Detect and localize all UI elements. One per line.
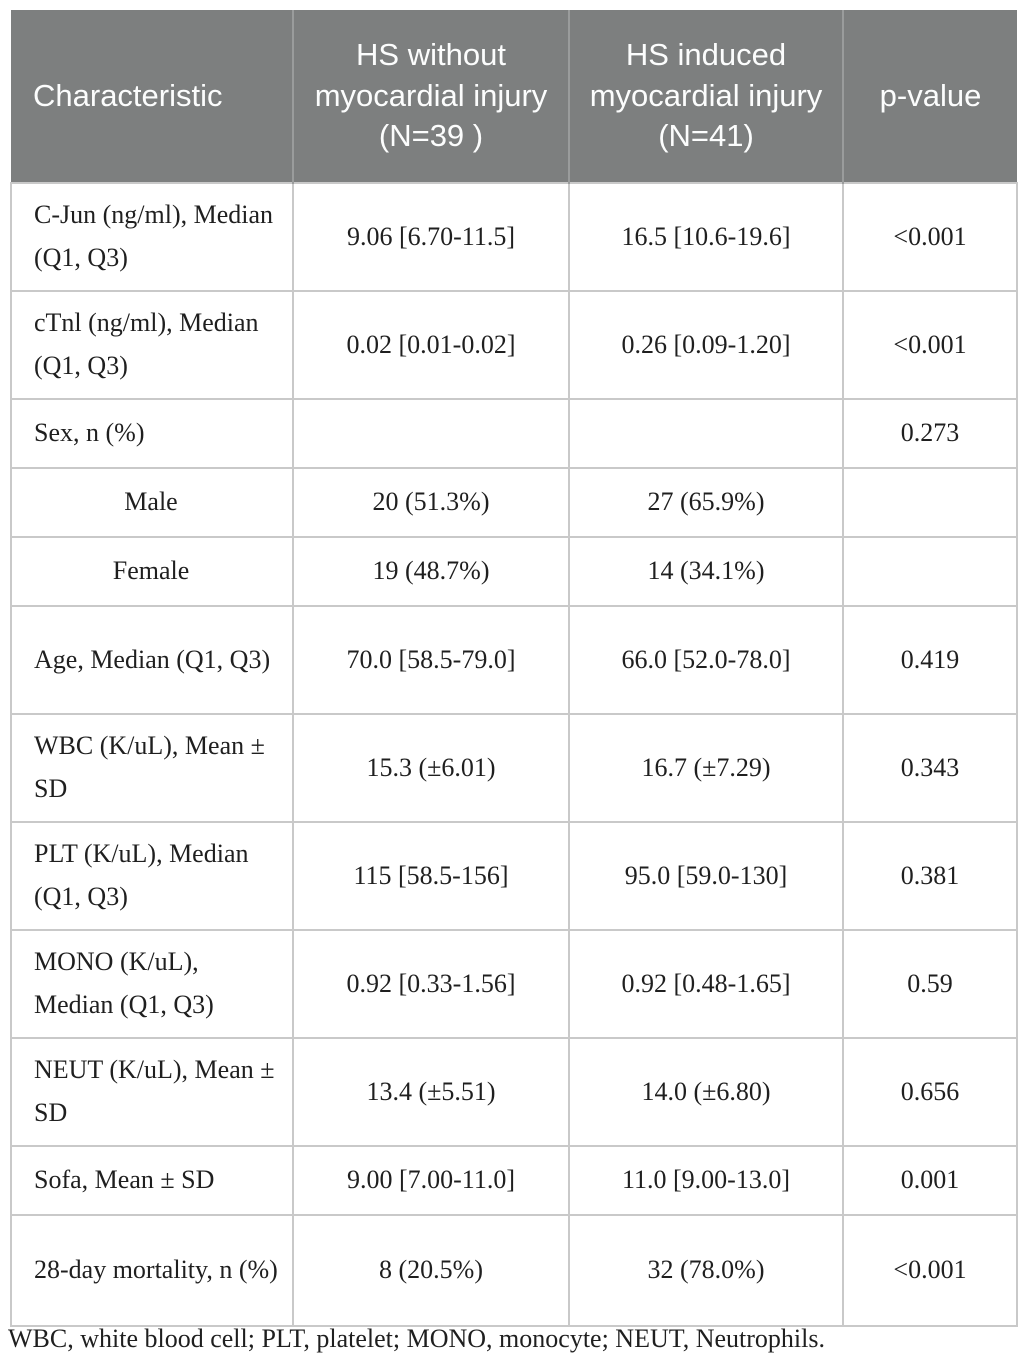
footnote: WBC, white blood cell; PLT, platelet; MO… bbox=[8, 1324, 825, 1353]
value-cell: 16.7 (±7.29) bbox=[568, 713, 844, 823]
row-label: Age, Median (Q1, Q3) bbox=[10, 605, 294, 715]
value-cell: 19 (48.7%) bbox=[292, 536, 570, 607]
value-cell: 9.06 [6.70-11.5] bbox=[292, 182, 570, 292]
pvalue-cell bbox=[842, 536, 1018, 607]
row-label: Sofa, Mean ± SD bbox=[10, 1145, 294, 1216]
header-row: Characteristic HS without myocardial inj… bbox=[11, 10, 1017, 183]
table-row-mortality: 28-day mortality, n (%) 8 (20.5%) 32 (78… bbox=[10, 1214, 1018, 1327]
table-row-wbc: WBC (K/uL), Mean ± SD 15.3 (±6.01) 16.7 … bbox=[10, 713, 1018, 823]
table-header: Characteristic HS without myocardial inj… bbox=[11, 10, 1017, 183]
table-row-sex: Sex, n (%) 0.273 bbox=[10, 398, 1018, 469]
column-header-characteristic: Characteristic bbox=[11, 10, 293, 183]
value-cell: 0.92 [0.33-1.56] bbox=[292, 929, 570, 1039]
row-label: PLT (K/uL), Median (Q1, Q3) bbox=[10, 821, 294, 931]
pvalue-cell: 0.419 bbox=[842, 605, 1018, 715]
value-cell bbox=[568, 398, 844, 469]
table-row-neut: NEUT (K/uL), Mean ± SD 13.4 (±5.51) 14.0… bbox=[10, 1037, 1018, 1147]
value-cell: 66.0 [52.0-78.0] bbox=[568, 605, 844, 715]
pvalue-cell: 0.273 bbox=[842, 398, 1018, 469]
column-header-group1: HS without myocardial injury (N=39 ) bbox=[292, 10, 569, 183]
value-cell: 0.92 [0.48-1.65] bbox=[568, 929, 844, 1039]
table-row-age: Age, Median (Q1, Q3) 70.0 [58.5-79.0] 66… bbox=[10, 605, 1018, 715]
value-cell: 13.4 (±5.51) bbox=[292, 1037, 570, 1147]
pvalue-cell: 0.59 bbox=[842, 929, 1018, 1039]
row-label: C-Jun (ng/ml), Median (Q1, Q3) bbox=[10, 182, 294, 292]
column-header-pvalue: p-value bbox=[842, 10, 1017, 183]
table-row-female: Female 19 (48.7%) 14 (34.1%) bbox=[10, 536, 1018, 607]
pvalue-cell: <0.001 bbox=[842, 182, 1018, 292]
table-row-plt: PLT (K/uL), Median (Q1, Q3) 115 [58.5-15… bbox=[10, 821, 1018, 931]
value-cell: 16.5 [10.6-19.6] bbox=[568, 182, 844, 292]
row-label: cTnl (ng/ml), Median (Q1, Q3) bbox=[10, 290, 294, 400]
value-cell: 70.0 [58.5-79.0] bbox=[292, 605, 570, 715]
value-cell: 9.00 [7.00-11.0] bbox=[292, 1145, 570, 1216]
row-label: WBC (K/uL), Mean ± SD bbox=[10, 713, 294, 823]
value-cell: 20 (51.3%) bbox=[292, 467, 570, 538]
pvalue-cell: <0.001 bbox=[842, 290, 1018, 400]
pvalue-cell: 0.656 bbox=[842, 1037, 1018, 1147]
pvalue-cell bbox=[842, 467, 1018, 538]
table-row-mono: MONO (K/uL), Median (Q1, Q3) 0.92 [0.33-… bbox=[10, 929, 1018, 1039]
row-label: MONO (K/uL), Median (Q1, Q3) bbox=[10, 929, 294, 1039]
row-label: Female bbox=[10, 536, 294, 607]
pvalue-cell: <0.001 bbox=[842, 1214, 1018, 1327]
value-cell: 95.0 [59.0-130] bbox=[568, 821, 844, 931]
value-cell: 15.3 (±6.01) bbox=[292, 713, 570, 823]
row-label: Sex, n (%) bbox=[10, 398, 294, 469]
row-label: NEUT (K/uL), Mean ± SD bbox=[10, 1037, 294, 1147]
pvalue-cell: 0.343 bbox=[842, 713, 1018, 823]
table-row-sofa: Sofa, Mean ± SD 9.00 [7.00-11.0] 11.0 [9… bbox=[10, 1145, 1018, 1216]
pvalue-cell: 0.381 bbox=[842, 821, 1018, 931]
table-row-male: Male 20 (51.3%) 27 (65.9%) bbox=[10, 467, 1018, 538]
row-label: 28-day mortality, n (%) bbox=[10, 1214, 294, 1327]
table-body: C-Jun (ng/ml), Median (Q1, Q3) 9.06 [6.7… bbox=[10, 182, 1018, 1327]
value-cell: 14 (34.1%) bbox=[568, 536, 844, 607]
value-cell: 27 (65.9%) bbox=[568, 467, 844, 538]
data-table: Characteristic HS without myocardial inj… bbox=[10, 10, 1018, 1327]
column-header-group2: HS induced myocardial injury (N=41) bbox=[568, 10, 843, 183]
value-cell: 14.0 (±6.80) bbox=[568, 1037, 844, 1147]
pvalue-cell: 0.001 bbox=[842, 1145, 1018, 1216]
value-cell bbox=[292, 398, 570, 469]
characteristics-table: Characteristic HS without myocardial inj… bbox=[10, 10, 1018, 1327]
value-cell: 8 (20.5%) bbox=[292, 1214, 570, 1327]
value-cell: 0.02 [0.01-0.02] bbox=[292, 290, 570, 400]
table-row-ctnl: cTnl (ng/ml), Median (Q1, Q3) 0.02 [0.01… bbox=[10, 290, 1018, 400]
value-cell: 115 [58.5-156] bbox=[292, 821, 570, 931]
value-cell: 32 (78.0%) bbox=[568, 1214, 844, 1327]
value-cell: 0.26 [0.09-1.20] bbox=[568, 290, 844, 400]
table-row-cjun: C-Jun (ng/ml), Median (Q1, Q3) 9.06 [6.7… bbox=[10, 182, 1018, 292]
row-label: Male bbox=[10, 467, 294, 538]
value-cell: 11.0 [9.00-13.0] bbox=[568, 1145, 844, 1216]
